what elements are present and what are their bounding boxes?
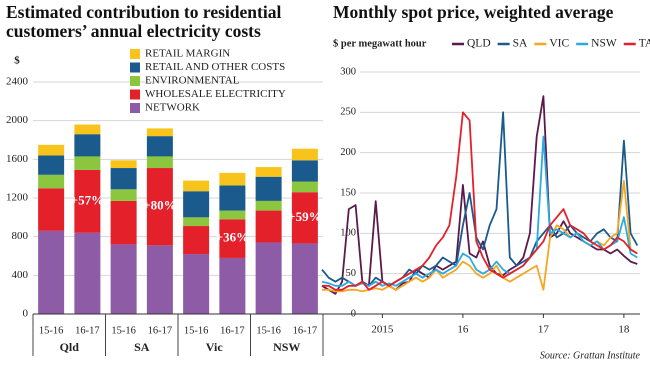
legend-swatch xyxy=(130,103,140,113)
x-tick-label: 18 xyxy=(618,324,630,336)
y-tick-label: 1600 xyxy=(6,153,29,165)
y-tick-label: 250 xyxy=(340,107,356,118)
chart-title: Monthly spot price, weighted average xyxy=(333,2,614,22)
y-tick-label: 50 xyxy=(346,268,357,279)
x-tick-label: 2015 xyxy=(371,324,394,336)
bar-segment xyxy=(219,257,246,314)
bar-segment xyxy=(291,243,318,314)
bar-segment xyxy=(183,180,210,192)
y-axis-label: $ xyxy=(14,55,20,67)
bar-segment xyxy=(74,134,101,157)
bar-segment xyxy=(74,124,101,135)
x-tick-label: 15-16 xyxy=(184,325,209,336)
legend-label: QLD xyxy=(467,38,491,50)
bar-segment xyxy=(74,169,101,233)
bar-segment xyxy=(255,210,282,243)
bar-segment xyxy=(291,148,318,161)
bar-segment xyxy=(38,174,65,189)
bar-segment xyxy=(146,245,173,314)
legend-label: WHOLESALE ELECTRICITY xyxy=(145,88,286,100)
bar-segment xyxy=(183,254,210,314)
bar-segment xyxy=(255,200,282,211)
group-label: Qld xyxy=(60,340,80,354)
series-line xyxy=(321,111,639,287)
y-tick-label: 200 xyxy=(340,147,356,158)
bar-segment xyxy=(74,232,101,314)
group-label: SA xyxy=(134,340,150,354)
bar-segment xyxy=(110,160,137,169)
legend-label: ENVIRONMENTAL xyxy=(145,75,240,87)
legend-swatch xyxy=(130,49,140,59)
series-line xyxy=(322,111,638,291)
annotation: +59% xyxy=(288,209,321,224)
x-tick-label: 16-17 xyxy=(75,325,100,336)
bar-segment xyxy=(183,217,210,227)
x-tick-label: 16 xyxy=(457,324,469,336)
legend-swatch xyxy=(130,76,140,86)
legend-swatch xyxy=(130,62,140,73)
bar-segment xyxy=(255,176,282,201)
y-tick-label: 150 xyxy=(340,187,356,198)
bar-segment xyxy=(183,226,210,255)
bar-segment xyxy=(74,156,101,170)
x-tick-label: 16-17 xyxy=(220,325,245,336)
bar-segment xyxy=(255,242,282,314)
y-tick-label: 1200 xyxy=(6,192,29,204)
legend-label: RETAIL MARGIN xyxy=(145,48,230,60)
x-tick-label: 16-17 xyxy=(293,325,318,336)
bar-segment xyxy=(219,185,246,211)
bar-segment xyxy=(183,191,210,218)
bar-segment xyxy=(110,244,137,314)
y-tick-label: 2400 xyxy=(6,76,29,88)
x-tick-label: 16-17 xyxy=(148,325,173,336)
bar-segment xyxy=(110,200,137,245)
y-tick-label: 300 xyxy=(340,66,356,77)
bar-segment xyxy=(291,160,318,182)
series-line xyxy=(321,95,638,295)
bar-segment xyxy=(219,219,246,258)
bar-segment xyxy=(38,230,65,314)
y-tick-label: 400 xyxy=(12,269,29,281)
group-label: NSW xyxy=(273,340,300,354)
x-tick-label: 17 xyxy=(538,324,550,336)
bar-segment xyxy=(38,155,65,175)
legend-label: VIC xyxy=(549,38,569,50)
bar-segment xyxy=(38,188,65,231)
bar-segment xyxy=(146,168,173,246)
bar-segment xyxy=(255,167,282,177)
bar-segment xyxy=(38,144,65,156)
x-tick-label: 15-16 xyxy=(256,325,281,336)
legend-swatch xyxy=(130,89,140,100)
source: Source: Grattan Institute xyxy=(540,350,641,361)
legend-label: NETWORK xyxy=(145,102,200,114)
legend-label: RETAIL AND OTHER COSTS xyxy=(145,61,285,73)
x-tick-label: 15-16 xyxy=(111,325,136,336)
y-axis-label: $ per megawatt hour xyxy=(333,38,427,49)
bar-segment xyxy=(291,181,318,193)
bar-segment xyxy=(110,189,137,201)
x-tick-label: 15-16 xyxy=(39,325,64,336)
y-tick-label: 800 xyxy=(12,230,29,242)
annotation: +57% xyxy=(71,192,104,207)
bar-segment xyxy=(146,156,173,169)
legend-label: NSW xyxy=(591,38,617,50)
bar-segment xyxy=(219,210,246,220)
series-line xyxy=(321,135,638,287)
chart-title: Estimated contribution to residential cu… xyxy=(6,2,282,41)
legend-label: SA xyxy=(513,38,528,50)
bar-segment xyxy=(219,172,246,186)
annotation: +80% xyxy=(143,198,176,213)
bar-segment xyxy=(110,168,137,190)
bar-segment xyxy=(291,192,318,244)
y-tick-label: 100 xyxy=(340,228,356,239)
bar-segment xyxy=(146,128,173,137)
bar-segment xyxy=(146,136,173,157)
legend-label: TAS xyxy=(639,38,650,50)
y-tick-label: 0 xyxy=(23,308,29,320)
annotation: +36% xyxy=(216,230,249,245)
group-label: Vic xyxy=(206,340,224,354)
y-tick-label: 2000 xyxy=(6,114,29,126)
